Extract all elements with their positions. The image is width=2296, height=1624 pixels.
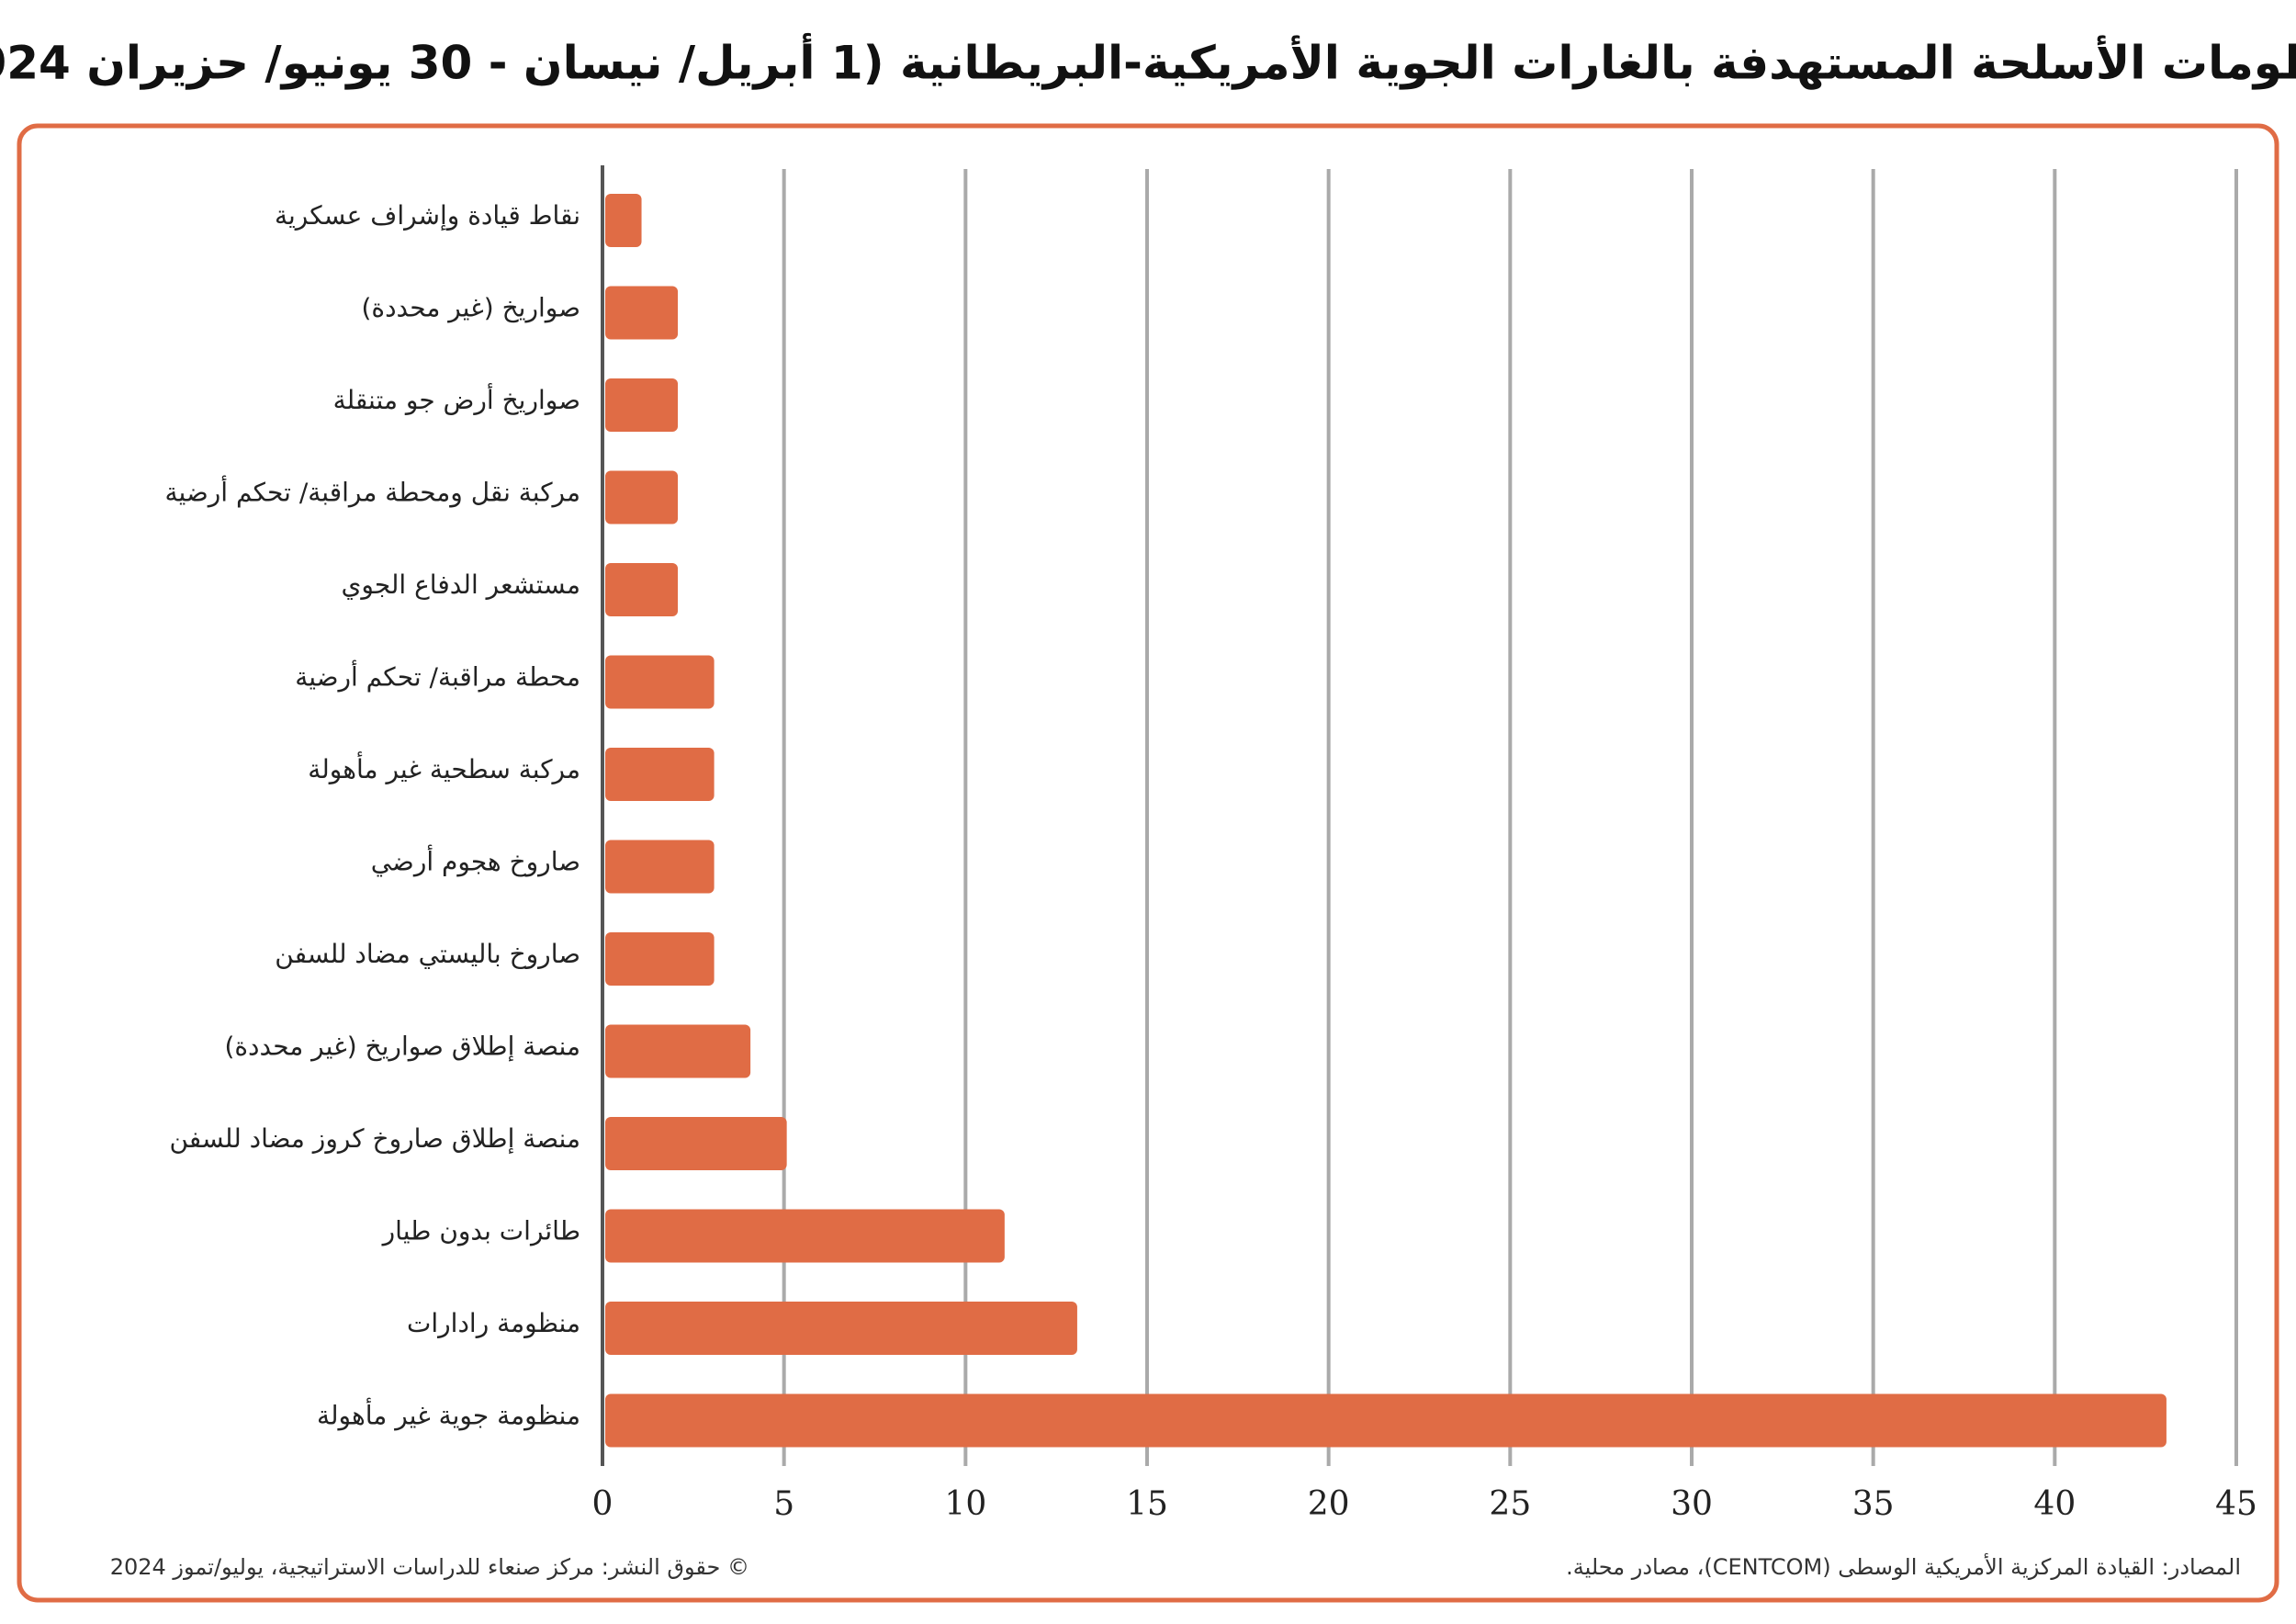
bar bbox=[605, 840, 715, 894]
y-tick-label: مركبة سطحية غير مأهولة bbox=[308, 750, 580, 784]
x-tick-label: 45 bbox=[2215, 1485, 2257, 1523]
copyright: © حقوق النشر: مركز صنعاء للدراسات الاستر… bbox=[110, 1554, 749, 1580]
y-tick-label: نقاط قيادة وإشراف عسكرية bbox=[275, 200, 580, 231]
x-tick-label: 10 bbox=[944, 1485, 986, 1523]
bar bbox=[605, 378, 679, 432]
y-tick-label: صاروخ باليستي مضاد للسفن bbox=[275, 939, 580, 969]
bar bbox=[605, 1117, 787, 1170]
x-tick-label: 40 bbox=[2033, 1485, 2076, 1523]
bar bbox=[605, 1302, 1077, 1355]
x-tick-label: 30 bbox=[1671, 1485, 1713, 1523]
bar bbox=[605, 470, 679, 524]
y-tick-label: مستشعر الدفاع الجوي bbox=[341, 570, 580, 600]
y-tick-label: صواريخ أرض جو متنقلة bbox=[333, 382, 580, 415]
source: المصادر: القيادة المركزية الأمريكية الوس… bbox=[1566, 1553, 2241, 1580]
bar bbox=[605, 563, 679, 616]
y-tick-label: صواريخ (غير محددة) bbox=[361, 293, 580, 323]
y-tick-label: منصة إطلاق صواريخ (غير محددة) bbox=[224, 1032, 580, 1062]
x-tick-label: 35 bbox=[1852, 1485, 1895, 1523]
bar bbox=[605, 748, 715, 801]
frame bbox=[17, 123, 2279, 1603]
y-tick-label: طائرات بدون طيار bbox=[381, 1216, 580, 1246]
x-tick-label: 20 bbox=[1308, 1485, 1350, 1523]
bar bbox=[605, 1209, 1005, 1263]
bar bbox=[605, 932, 715, 986]
y-tick-label: منظومة رادارات bbox=[407, 1308, 580, 1338]
bar bbox=[605, 194, 642, 247]
bar bbox=[605, 286, 679, 340]
x-tick-label: 5 bbox=[773, 1485, 794, 1523]
y-tick-label: منصة إطلاق صاروخ كروز مضاد للسفن bbox=[169, 1123, 580, 1154]
y-tick-label: محطة مراقبة/ تحكم أرضية bbox=[295, 660, 580, 693]
y-tick-label: صاروخ هجوم أرضي bbox=[371, 844, 580, 877]
y-tick-label: مركبة نقل ومحطة مراقبة/ تحكم أرضية bbox=[165, 475, 580, 508]
x-tick-label: 0 bbox=[592, 1485, 613, 1523]
x-tick-label: 25 bbox=[1489, 1485, 1531, 1523]
x-tick-label: 15 bbox=[1126, 1485, 1168, 1523]
chart-title: منظومات الأسلحة المستهدفة بالغارات الجوي… bbox=[0, 33, 2296, 91]
y-tick-label: منظومة جوية غير مأهولة bbox=[317, 1397, 580, 1431]
bar bbox=[605, 655, 715, 709]
bar bbox=[605, 1393, 2167, 1448]
bar bbox=[605, 1024, 751, 1078]
